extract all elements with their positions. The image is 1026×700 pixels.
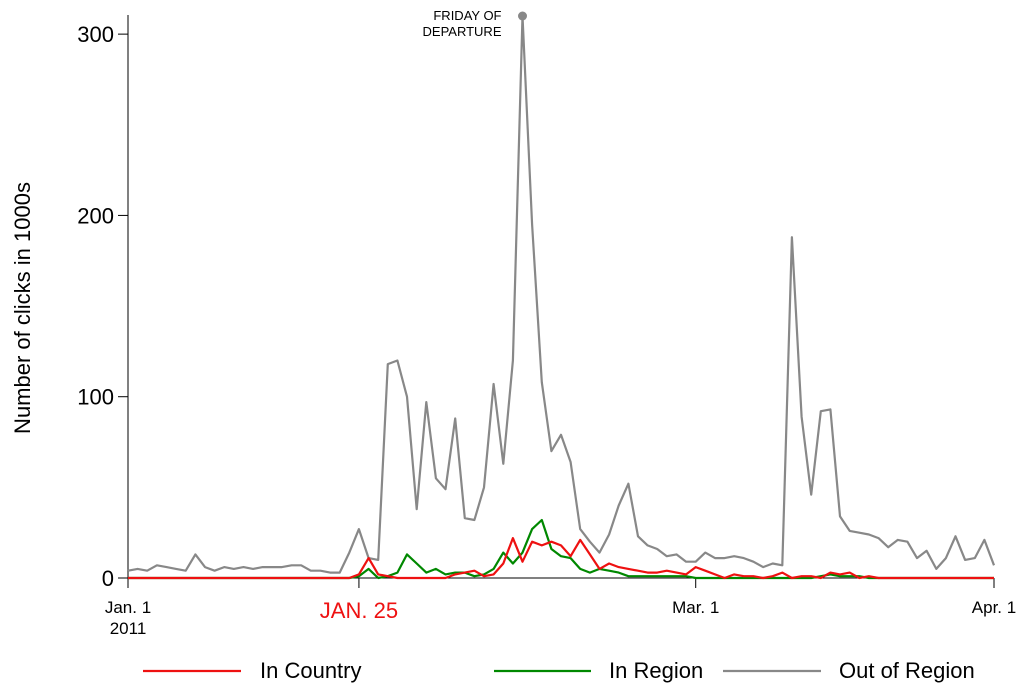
y-axis-label: Number of clicks in 1000s: [10, 182, 35, 434]
y-axis: 0 100 200 300: [77, 15, 129, 591]
y-tick-label: 200: [77, 203, 114, 228]
x-tick-label: Mar. 1: [672, 598, 719, 617]
series-line-in-region: [128, 518, 994, 580]
x-tick-label: Jan. 1: [105, 598, 151, 617]
y-tick-label: 100: [77, 385, 114, 410]
y-tick-label: 300: [77, 22, 114, 47]
x-tick-label: Apr. 1: [972, 598, 1016, 617]
annotation-marker: [518, 11, 528, 21]
annotation-text: DEPARTURE: [423, 24, 502, 39]
legend-label: Out of Region: [839, 658, 975, 683]
legend-label: In Country: [260, 658, 362, 683]
series-lines: [127, 14, 996, 580]
legend-label: In Region: [609, 658, 703, 683]
series-line-in-country: [128, 536, 994, 580]
x-tick-sublabel: 2011: [110, 619, 147, 638]
x-tick-label: JAN. 25: [320, 598, 398, 623]
series-line-out-of-region: [127, 14, 996, 574]
legend: In Country In Region Out of Region: [143, 658, 975, 683]
x-axis: Jan. 1 2011 JAN. 25 Mar. 1 Apr. 1: [105, 577, 1016, 638]
annotation-text: FRIDAY OF: [433, 8, 501, 23]
y-tick-label: 0: [102, 566, 114, 591]
